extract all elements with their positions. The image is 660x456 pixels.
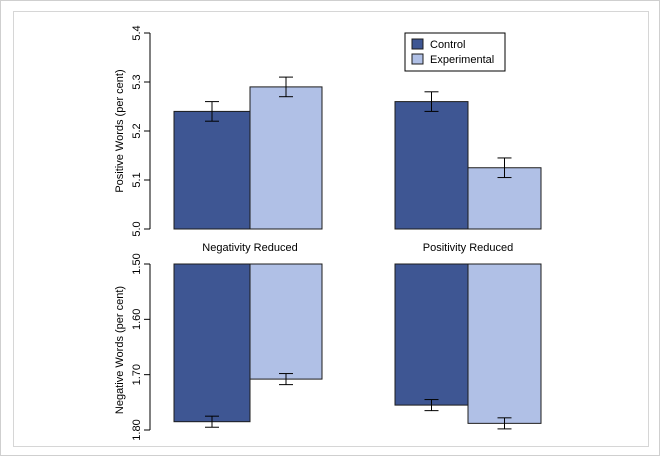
legend-label-control: Control bbox=[430, 39, 465, 51]
y-tick-label-0-0: 5.0 bbox=[131, 221, 143, 236]
bar-1-experimental-1 bbox=[467, 263, 542, 424]
y-axis-label-0: Positive Words (per cent) bbox=[114, 69, 126, 192]
bar-0-experimental-0 bbox=[249, 86, 323, 230]
y-tick-label-0-1: 5.1 bbox=[131, 172, 143, 187]
y-tick-label-0-4: 5.4 bbox=[131, 25, 143, 40]
figure-inner-border bbox=[13, 11, 649, 447]
legend-label-experimental: Experimental bbox=[430, 54, 494, 66]
y-tick-label-0-2: 5.2 bbox=[131, 123, 143, 138]
bar-1-control-0 bbox=[173, 263, 251, 423]
legend-swatch-control bbox=[411, 38, 424, 50]
category-label-1: Positivity Reduced bbox=[423, 242, 514, 254]
y-tick-label-1-0: 1.50 bbox=[131, 253, 143, 274]
bar-1-control-1 bbox=[394, 263, 469, 406]
y-tick-label-1-1: 1.60 bbox=[131, 309, 143, 330]
y-tick-label-1-3: 1.80 bbox=[131, 419, 143, 440]
category-label-0: Negativity Reduced bbox=[202, 242, 297, 254]
bar-1-experimental-0 bbox=[249, 263, 323, 380]
bar-0-control-1 bbox=[394, 101, 469, 230]
y-tick-label-0-3: 5.3 bbox=[131, 74, 143, 89]
y-axis-label-1: Negative Words (per cent) bbox=[114, 286, 126, 414]
y-tick-label-1-2: 1.70 bbox=[131, 364, 143, 385]
bar-0-control-0 bbox=[173, 110, 251, 230]
legend-swatch-experimental bbox=[411, 53, 424, 65]
